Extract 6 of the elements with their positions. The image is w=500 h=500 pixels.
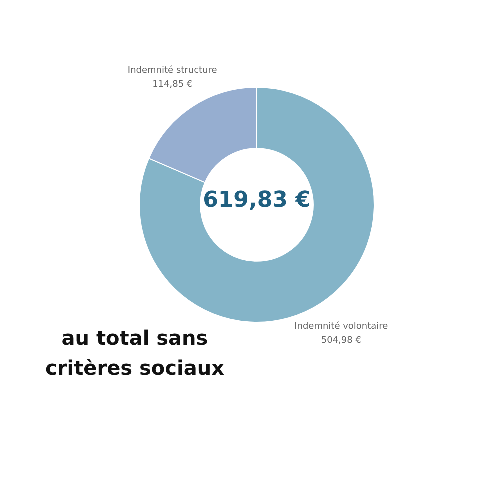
text: 619,83 € [202,188,312,213]
data-label: 114,85 € [152,80,193,90]
text: au total sans critères sociaux [44,325,226,382]
data-label: 504,98 € [321,336,362,346]
slice-label: Indemnité structure [128,64,218,76]
slice-label: Indemnité volontaire [294,321,389,332]
